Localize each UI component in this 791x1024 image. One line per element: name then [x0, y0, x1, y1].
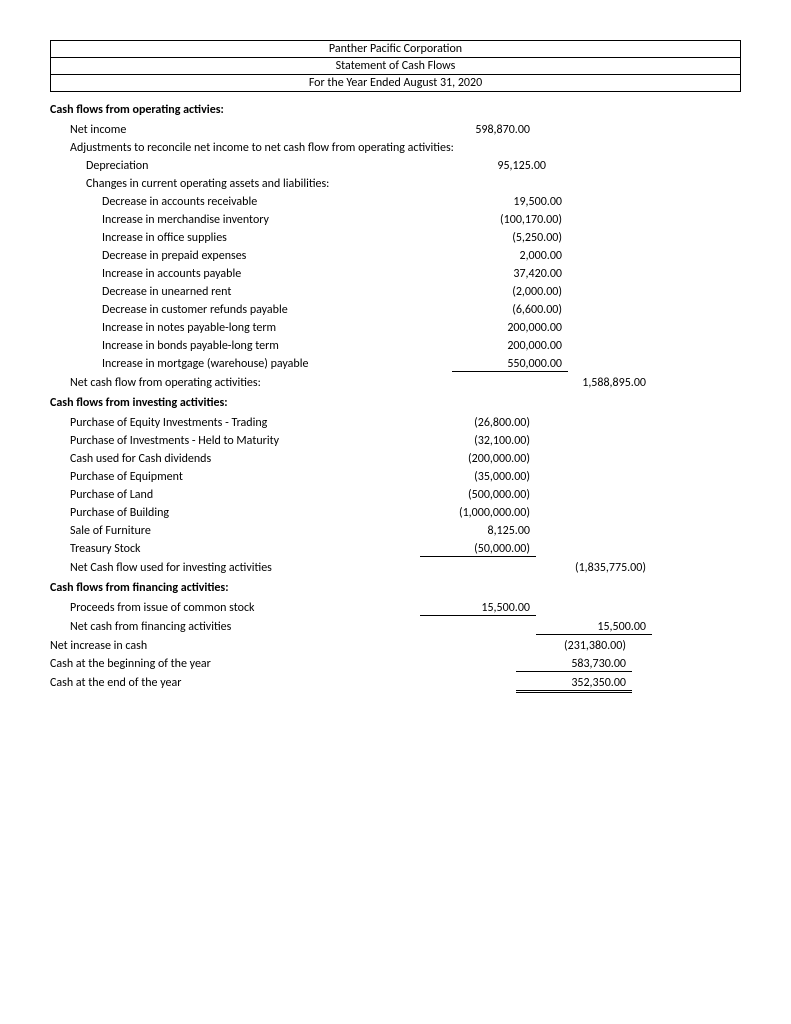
line-item-value: (500,000.00): [420, 488, 536, 502]
net-income-value: 598,870.00: [420, 123, 536, 137]
line-item-label: Increase in merchandise inventory: [50, 213, 452, 227]
line-item-label: Purchase of Land: [50, 488, 420, 502]
changes-label: Changes in current operating assets and …: [50, 177, 436, 191]
financing-section-title: Cash flows from financing activities:: [50, 581, 741, 595]
depreciation-label: Depreciation: [50, 159, 436, 173]
line-item-label: Increase in bonds payable-long term: [50, 339, 452, 353]
line-item-value: 15,500.00: [420, 601, 536, 616]
line-item-label: Sale of Furniture: [50, 524, 420, 538]
line-item-value: (2,000.00): [452, 285, 568, 299]
line-item-value: 8,125.00: [420, 524, 536, 538]
line-item-value: 19,500.00: [452, 195, 568, 209]
line-item-label: Increase in notes payable-long term: [50, 321, 452, 335]
line-item-label: Decrease in customer refunds payable: [50, 303, 452, 317]
depreciation-value: 95,125.00: [436, 159, 552, 173]
line-item-value: (6,600.00): [452, 303, 568, 317]
line-item-value: (26,800.00): [420, 416, 536, 430]
cash-end-value: 352,350.00: [516, 676, 632, 693]
line-item-value: 2,000.00: [452, 249, 568, 263]
cash-end-label: Cash at the end of the year: [50, 676, 400, 690]
line-item-label: Increase in accounts payable: [50, 267, 452, 281]
line-item-value: (1,000,000.00): [420, 506, 536, 520]
operating-subtotal-value: 1,588,895.00: [536, 376, 652, 390]
line-item-value: (200,000.00): [420, 452, 536, 466]
line-item-value: 200,000.00: [452, 339, 568, 353]
line-item-label: Treasury Stock: [50, 542, 420, 556]
line-item-label: Increase in mortgage (warehouse) payable: [50, 357, 452, 371]
operating-subtotal-label: Net cash flow from operating activities:: [50, 376, 420, 390]
operating-section-title: Cash flows from operating activies:: [50, 103, 741, 117]
net-increase-label: Net increase in cash: [50, 639, 400, 653]
investing-subtotal-value: (1,835,775.00): [536, 561, 652, 575]
line-item-value: 550,000.00: [452, 357, 568, 372]
line-item-label: Decrease in accounts receivable: [50, 195, 452, 209]
line-item-value: (50,000.00): [420, 542, 536, 557]
cash-begin-label: Cash at the beginning of the year: [50, 657, 400, 671]
line-item-label: Purchase of Equipment: [50, 470, 420, 484]
line-item-label: Cash used for Cash dividends: [50, 452, 420, 466]
line-item-label: Proceeds from issue of common stock: [50, 601, 420, 615]
financing-subtotal-label: Net cash from financing activities: [50, 620, 420, 634]
line-item-label: Purchase of Investments - Held to Maturi…: [50, 434, 420, 448]
line-item-value: (5,250.00): [452, 231, 568, 245]
line-item-value: 37,420.00: [452, 267, 568, 281]
line-item-label: Decrease in prepaid expenses: [50, 249, 452, 263]
line-item-label: Decrease in unearned rent: [50, 285, 452, 299]
investing-subtotal-label: Net Cash flow used for investing activit…: [50, 561, 420, 575]
cash-begin-value: 583,730.00: [516, 657, 632, 672]
net-income-label: Net income: [50, 123, 420, 137]
header-title: Statement of Cash Flows: [50, 57, 741, 75]
header-period: For the Year Ended August 31, 2020: [50, 74, 741, 92]
line-item-label: Increase in office supplies: [50, 231, 452, 245]
header-company: Panther Pacific Corporation: [50, 40, 741, 58]
investing-section-title: Cash flows from investing activities:: [50, 396, 741, 410]
line-item-label: Purchase of Equity Investments - Trading: [50, 416, 420, 430]
line-item-value: (100,170.00): [452, 213, 568, 227]
line-item-value: (35,000.00): [420, 470, 536, 484]
financing-subtotal-value: 15,500.00: [536, 620, 652, 635]
line-item-value: 200,000.00: [452, 321, 568, 335]
adjustments-label: Adjustments to reconcile net income to n…: [50, 141, 530, 155]
net-increase-value: (231,380.00): [516, 639, 632, 653]
line-item-value: (32,100.00): [420, 434, 536, 448]
line-item-label: Purchase of Building: [50, 506, 420, 520]
